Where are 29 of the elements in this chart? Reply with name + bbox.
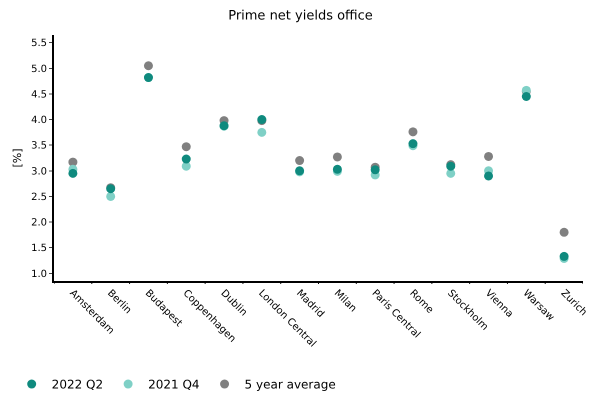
y-tick-label: 5.5 [31,38,47,50]
y-tick-label: 5.0 [31,64,47,75]
point [332,152,342,162]
point [182,154,191,164]
legend-label: 5 year average [244,378,336,392]
y-tick-label: 1.0 [31,268,47,280]
y-axis-title: [%] [11,148,24,168]
y-tick-label: 2.0 [31,218,47,229]
y-tick-label: 3.0 [31,166,47,178]
point [484,152,494,161]
point [295,156,304,166]
point [257,128,266,137]
point [182,142,191,152]
y-tick-label: 2.5 [31,192,47,203]
point [484,171,494,180]
point [560,228,569,237]
chart-title: Prime net yields office [228,8,373,24]
point [408,127,418,136]
y-tick-label: 3.5 [31,140,47,152]
point [370,165,380,174]
y-tick-label: 1.5 [31,243,47,254]
y-tick-label: 4.0 [31,115,47,126]
point [522,92,531,101]
point [106,192,116,201]
y-tick-label: 4.5 [31,89,47,100]
point [144,61,153,70]
legend-label: 2021 Q4 [148,378,200,392]
point [68,168,78,178]
legend-label: 2022 Q2 [52,378,104,392]
